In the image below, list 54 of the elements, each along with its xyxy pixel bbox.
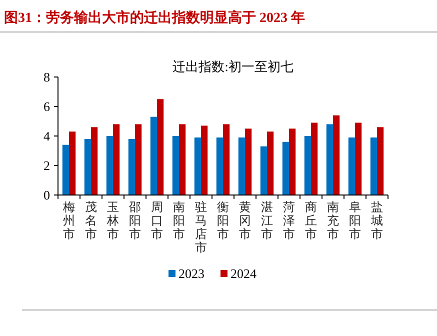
x-tick-label: 商丘市 bbox=[305, 200, 317, 241]
bar bbox=[84, 138, 91, 195]
x-tick-label: 梅州市 bbox=[62, 200, 75, 241]
y-tick-label: 6 bbox=[44, 99, 50, 114]
bar bbox=[223, 124, 230, 195]
bar bbox=[348, 137, 355, 195]
x-tick-label: 菏泽市 bbox=[283, 200, 295, 241]
bar bbox=[194, 137, 201, 195]
x-tick-label: 南阳市 bbox=[173, 200, 185, 241]
bar bbox=[150, 116, 157, 195]
x-tick-label: 玉林市 bbox=[106, 200, 119, 241]
bar bbox=[282, 142, 289, 195]
bar bbox=[245, 128, 252, 195]
bar bbox=[91, 127, 98, 195]
x-tick-label: 茂名市 bbox=[85, 200, 97, 241]
x-tick-label: 驻马店市 bbox=[195, 200, 207, 254]
bar bbox=[260, 146, 267, 195]
x-tick-label: 黄冈市 bbox=[239, 200, 251, 241]
legend-label: 2024 bbox=[230, 266, 257, 281]
bar bbox=[238, 137, 245, 195]
bar bbox=[62, 144, 69, 195]
bar bbox=[267, 132, 274, 195]
x-tick-label: 周口市 bbox=[151, 200, 163, 241]
chart-title: 图31：劳务输出大市的迁出指数明显高于 2023 年 bbox=[4, 9, 305, 26]
bar bbox=[128, 138, 135, 195]
y-tick-label: 4 bbox=[44, 128, 50, 144]
x-tick-label: 阜阳市 bbox=[349, 200, 361, 241]
bar bbox=[311, 122, 318, 195]
bar bbox=[69, 132, 76, 195]
bar bbox=[377, 127, 384, 195]
y-tick-label: 2 bbox=[44, 158, 50, 174]
bar bbox=[355, 122, 362, 195]
bar bbox=[172, 136, 179, 195]
chart-subtitle: 迁出指数:初一至初七 bbox=[172, 59, 294, 74]
bar bbox=[135, 124, 142, 195]
bar bbox=[113, 124, 120, 195]
bar bbox=[289, 128, 296, 195]
y-tick-label: 8 bbox=[44, 70, 50, 85]
bar bbox=[157, 99, 164, 195]
bar bbox=[201, 126, 208, 195]
x-tick-label: 衡阳市 bbox=[217, 200, 229, 241]
bar bbox=[333, 115, 340, 195]
legend-label: 2023 bbox=[178, 266, 204, 281]
x-tick-label: 邵阳市 bbox=[129, 200, 141, 241]
x-tick-label: 盐城市 bbox=[370, 200, 383, 241]
y-tick-label: 0 bbox=[44, 188, 50, 203]
bar bbox=[106, 136, 113, 195]
bar bbox=[179, 124, 186, 195]
bar bbox=[370, 137, 377, 195]
bar bbox=[216, 137, 223, 195]
x-tick-label: 湛江市 bbox=[261, 200, 273, 241]
bar bbox=[326, 124, 333, 195]
x-tick-label: 南充市 bbox=[327, 200, 339, 241]
bar bbox=[304, 136, 311, 195]
